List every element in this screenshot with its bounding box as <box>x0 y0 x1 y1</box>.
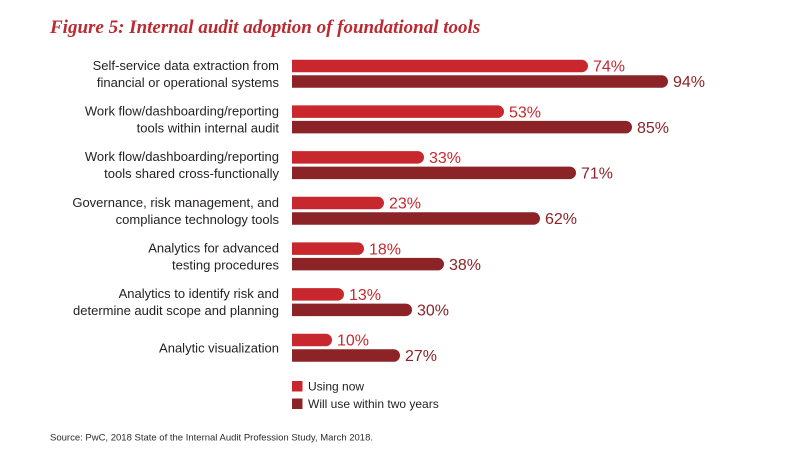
bar-using-now-5 <box>292 242 364 255</box>
value-label-using-now-3: 33% <box>429 150 461 167</box>
bar-using-now-2 <box>292 105 504 118</box>
category-label-1: Self-service data extraction from financi… <box>93 58 280 90</box>
bar-will-use-within-two-years-2 <box>292 120 632 134</box>
value-label-will-use-within-two-years-7: 27% <box>405 348 437 365</box>
bar-will-use-within-two-years-7 <box>292 349 400 362</box>
category-label-line: Analytic visualization <box>159 340 279 355</box>
category-label-line: Governance, risk management, and <box>72 195 279 210</box>
value-label-will-use-within-two-years-6: 30% <box>417 303 449 320</box>
category-labels: Self-service data extraction from financi… <box>72 58 279 356</box>
category-label-5: Analytics for advanced testing procedures <box>148 241 279 273</box>
bar-will-use-within-two-years-6 <box>292 303 412 317</box>
legend-item-using-now: Using now <box>292 380 364 394</box>
bar-will-use-within-two-years-4 <box>292 212 540 225</box>
bar-using-now-1 <box>292 59 588 73</box>
value-label-using-now-2: 53% <box>509 104 541 121</box>
value-label-using-now-1: 74% <box>593 59 625 76</box>
value-label-will-use-within-two-years-4: 62% <box>545 211 577 228</box>
bar-will-use-within-two-years-1 <box>292 75 668 88</box>
bar-using-now-7 <box>292 333 332 347</box>
category-label-line: Work flow/dashboarding/reporting <box>85 149 279 164</box>
legend-swatch-using-now <box>292 381 303 392</box>
value-label-will-use-within-two-years-1: 94% <box>673 74 705 91</box>
legend-swatch-will-use-within-two-years <box>292 398 303 409</box>
category-label-line: financial or operational systems <box>97 75 280 90</box>
legend-label-using-now: Using now <box>308 380 364 394</box>
category-label-6: Analytics to identify risk and determine … <box>73 286 279 318</box>
bar-will-use-within-two-years-3 <box>292 166 576 180</box>
bar-using-now-3 <box>292 151 424 164</box>
value-label-using-now-5: 18% <box>369 241 401 258</box>
source-note: Source: PwC, 2018 State of the Internal … <box>50 433 373 444</box>
value-label-will-use-within-two-years-5: 38% <box>449 257 481 274</box>
bar-using-now-4 <box>292 196 384 210</box>
category-label-line: testing procedures <box>172 258 279 273</box>
category-label-line: tools within internal audit <box>137 121 280 136</box>
category-label-line: Analytics for advanced <box>148 241 279 256</box>
category-label-7: Analytic visualization <box>159 340 279 355</box>
chart-title: Figure 5: Internal audit adoption of fou… <box>49 17 480 38</box>
legend: Using now Will use within two years <box>292 380 439 411</box>
category-label-line: tools shared cross-functionally <box>104 166 279 181</box>
value-label-using-now-7: 10% <box>337 333 369 350</box>
legend-item-will-use-within-two-years: Will use within two years <box>292 397 439 411</box>
category-label-line: determine audit scope and planning <box>73 303 279 318</box>
value-labels: 74% 94% 53% 85% 33% 71% 23% 62% 18% 38% 13% 30% 10% 2… <box>337 59 705 366</box>
category-label-line: Self-service data extraction from <box>93 58 279 73</box>
bar-using-now-6 <box>292 288 344 301</box>
bars <box>292 59 668 362</box>
category-label-line: compliance technology tools <box>116 212 280 227</box>
legend-label-will-use-within-two-years: Will use within two years <box>308 397 439 411</box>
category-label-2: Work flow/dashboarding/reporting tools wi… <box>85 104 280 136</box>
value-label-using-now-6: 13% <box>349 287 381 304</box>
category-label-4: Governance, risk management, and complian… <box>72 195 279 227</box>
category-label-line: Analytics to identify risk and <box>119 286 279 301</box>
value-label-will-use-within-two-years-3: 71% <box>581 166 613 183</box>
value-label-will-use-within-two-years-2: 85% <box>637 120 669 137</box>
category-label-3: Work flow/dashboarding/reporting tools sh… <box>85 149 280 181</box>
category-label-line: Work flow/dashboarding/reporting <box>85 104 279 119</box>
value-label-using-now-4: 23% <box>389 196 421 213</box>
bar-will-use-within-two-years-5 <box>292 257 444 271</box>
